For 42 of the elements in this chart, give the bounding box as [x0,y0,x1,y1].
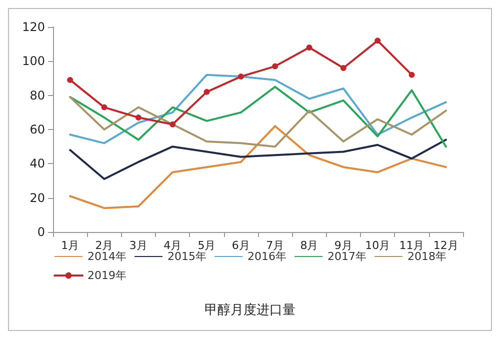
y-tick-label: 60 [30,122,45,136]
point [135,114,142,121]
y-tick-label: 0 [37,225,45,239]
x-tick-label: 12月 [433,239,458,252]
legend-label: 2019年 [88,269,127,282]
x-tick-label: 3月 [129,239,148,252]
point [374,38,381,44]
legend-label: 2015年 [168,250,207,263]
y-tick-label: 80 [30,88,45,102]
line-series [69,96,447,148]
text: 甲醇月度进口量 [204,302,296,318]
x-tick-label: 5月 [198,239,216,252]
line-series [69,74,447,144]
point [170,121,176,128]
point [238,74,244,80]
legend-label: 2016年 [248,250,287,263]
point [67,76,74,83]
legend-label: 2017年 [327,250,366,263]
x-tick-label: 4月 [164,239,182,252]
point [272,63,278,70]
y-tick-label: 120 [22,20,45,34]
y-tick-label: 20 [30,190,45,205]
y-tick-label: 40 [30,156,45,171]
point [101,104,108,110]
line-series [69,138,447,180]
x-tick-label: 11月 [399,239,424,252]
point [306,44,312,50]
x-tick-label: 6月 [232,239,250,252]
x-tick-label: 1月 [61,239,80,252]
legend-label: 2018年 [407,250,446,263]
line-series [69,86,447,148]
y-tick-label: 100 [22,54,45,68]
x-tick-label: 10月 [365,239,390,252]
x-tick-label: 2月 [95,239,114,252]
x-tick-label: 9月 [334,239,352,252]
x-tick-label: 8月 [300,239,318,252]
point [340,65,346,71]
line-series [69,125,447,210]
point [408,72,415,78]
x-tick-label: 7月 [266,239,284,252]
point [204,88,210,95]
legend-label: 2014年 [88,250,127,263]
